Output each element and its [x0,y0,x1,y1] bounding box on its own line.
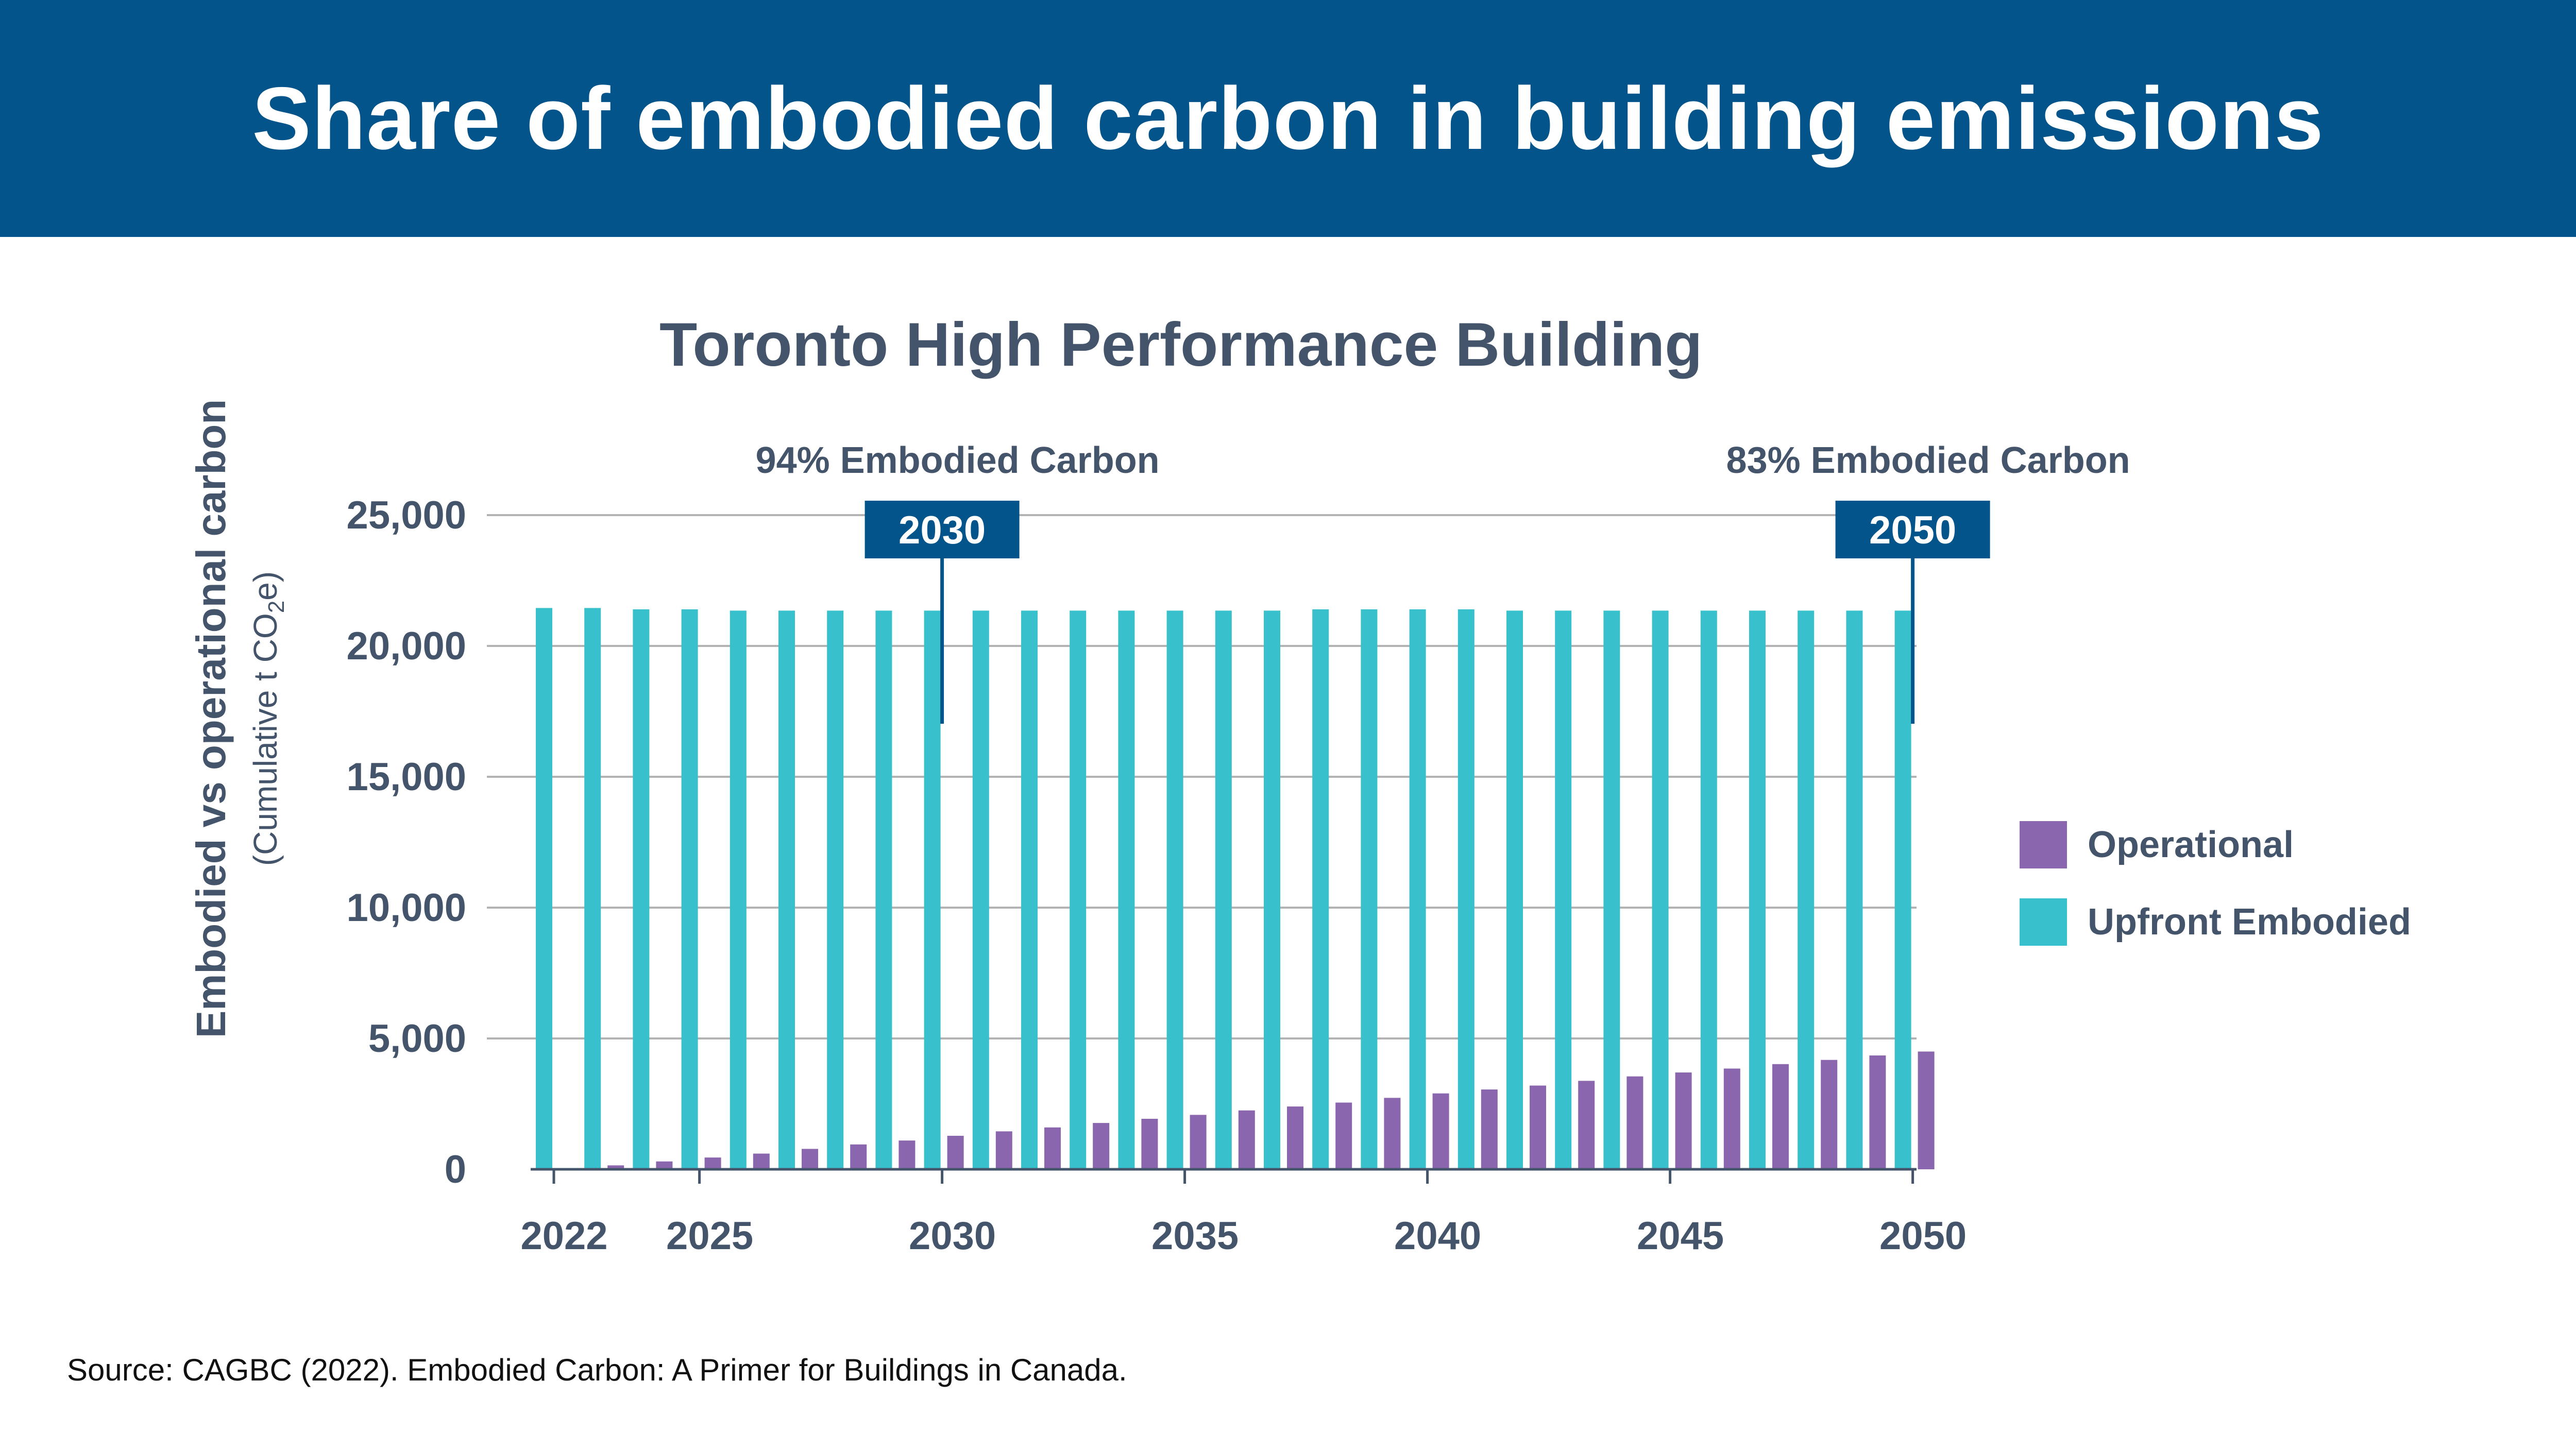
bar-upfront-embodied [1749,610,1766,1169]
bar-upfront-embodied [1264,610,1280,1169]
legend-swatch-operational [2020,821,2067,868]
bar-operational [1675,1072,1692,1169]
bar-upfront-embodied [1118,610,1135,1169]
bar-operational [1481,1089,1498,1169]
bar-upfront-embodied [1166,610,1183,1169]
chart-title: Toronto High Performance Building [659,310,1703,379]
bar-operational [995,1131,1012,1169]
bar-operational [1869,1055,1886,1169]
bar-upfront-embodied [827,610,844,1169]
bar-operational [753,1153,770,1169]
callout-year-label: 2050 [1869,508,1956,552]
bar-upfront-embodied [536,608,552,1169]
bar-upfront-embodied [1603,610,1620,1169]
callout-year-label: 2030 [899,508,986,552]
bar-upfront-embodied [633,609,650,1169]
y-tick-label: 15,000 [347,755,466,799]
callout-box [1835,501,1990,558]
legend: Operational Upfront Embodied [2020,816,2411,971]
source-note: Source: CAGBC (2022). Embodied Carbon: A… [67,1353,1127,1387]
bar-upfront-embodied [778,610,795,1169]
y-tick-label: 10,000 [347,886,466,930]
bar-upfront-embodied [972,610,989,1169]
x-tick-label: 2030 [909,1214,996,1258]
legend-item-operational: Operational [2020,816,2411,873]
bar-operational [1821,1060,1838,1169]
x-tick-label: 2025 [666,1214,753,1258]
bar-operational [1432,1093,1449,1169]
legend-label-upfront-embodied: Upfront Embodied [2088,901,2411,943]
bar-operational [1093,1123,1110,1169]
legend-item-upfront-embodied: Upfront Embodied [2020,894,2411,950]
page-title: Share of embodied carbon in building emi… [252,69,2324,168]
callout-box [865,501,1020,558]
bar-operational [1530,1085,1546,1169]
bar-operational [1141,1118,1158,1169]
bar-operational [607,1165,624,1169]
bar-operational [947,1135,964,1169]
bar-operational [1384,1098,1401,1169]
bar-operational [1918,1051,1935,1169]
x-tick-label: 2045 [1637,1214,1724,1258]
bar-operational [1287,1106,1303,1169]
bar-upfront-embodied [1215,610,1232,1169]
x-tick-label: 2035 [1151,1214,1239,1258]
bar-upfront-embodied [1070,610,1087,1169]
bar-operational [704,1157,721,1169]
callout-text: 83% Embodied Carbon [1726,440,2130,481]
bar-upfront-embodied [1846,610,1863,1169]
bar-operational [1772,1064,1789,1169]
bar-upfront-embodied [730,610,747,1169]
bar-upfront-embodied [1506,610,1523,1169]
x-tick-label: 2022 [520,1214,607,1258]
bar-upfront-embodied [1312,609,1329,1169]
header-band: Share of embodied carbon in building emi… [0,0,2576,237]
bar-upfront-embodied [1555,610,1572,1169]
bar-upfront-embodied [1652,610,1669,1169]
bar-upfront-embodied [681,609,698,1169]
x-tick-label: 2050 [1879,1214,1967,1258]
callout-text: 94% Embodied Carbon [756,440,1160,481]
y-tick-label: 25,000 [347,493,466,537]
bar-upfront-embodied [1894,610,1911,1169]
bar-operational [1578,1081,1595,1169]
bar-upfront-embodied [875,610,892,1169]
bar-operational [802,1149,818,1169]
bar-operational [1626,1076,1643,1169]
bar-operational [1044,1127,1061,1169]
bar-operational [850,1144,867,1169]
y-tick-label: 20,000 [347,624,466,668]
legend-swatch-upfront-embodied [2020,898,2067,946]
y-tick-label: 5,000 [368,1017,466,1061]
bar-operational [656,1161,673,1169]
bar-upfront-embodied [1409,609,1426,1169]
bar-upfront-embodied [1798,610,1815,1169]
bar-operational [1723,1068,1740,1169]
bar-operational [899,1140,916,1169]
bar-upfront-embodied [584,608,601,1169]
bar-upfront-embodied [1700,610,1717,1169]
bar-upfront-embodied [1021,610,1038,1169]
x-tick-label: 2040 [1394,1214,1481,1258]
legend-label-operational: Operational [2088,824,2294,865]
bar-operational [1335,1102,1352,1169]
bar-operational [1238,1110,1255,1169]
y-tick-label: 0 [445,1148,466,1191]
bar-upfront-embodied [1458,609,1475,1169]
bar-operational [1190,1115,1207,1169]
bar-upfront-embodied [924,610,941,1169]
bar-upfront-embodied [1361,609,1378,1169]
